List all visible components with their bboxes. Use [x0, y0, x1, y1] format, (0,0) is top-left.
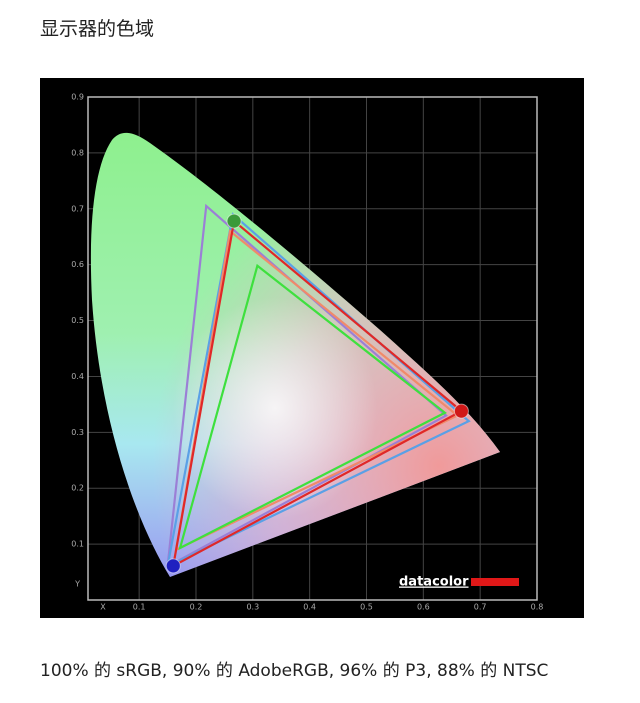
y-tick-label: 0.2	[71, 484, 84, 493]
y-tick-label: 0.3	[71, 428, 84, 437]
x-tick-label: 0.5	[360, 603, 373, 612]
caption: 100% 的 sRGB, 90% 的 AdobeRGB, 96% 的 P3, 8…	[40, 661, 549, 681]
y-axis-label: Y	[74, 580, 80, 589]
spectral-locus	[90, 132, 500, 578]
x-tick-label: 0.6	[417, 603, 430, 612]
x-tick-label: 0.8	[531, 603, 544, 612]
x-tick-label: 0.4	[303, 603, 316, 612]
gamut-triangle	[178, 263, 447, 551]
x-tick-label: 0.1	[133, 603, 146, 612]
x-tick-label: 0.2	[190, 603, 203, 612]
primary-point	[165, 558, 181, 574]
plot-frame	[87, 96, 538, 601]
x-tick-label: 0.3	[246, 603, 259, 612]
x-tick-label: 0.7	[474, 603, 487, 612]
primary-point	[226, 213, 242, 229]
gamut-triangle	[171, 219, 464, 568]
primary-point	[453, 403, 469, 419]
y-tick-label: 0.5	[71, 316, 84, 325]
y-tick-label: 0.1	[71, 540, 84, 549]
y-tick-label: 0.6	[71, 260, 84, 269]
logo: datacolor	[399, 575, 469, 590]
y-tick-label: 0.4	[71, 372, 84, 381]
y-tick-label: 0.8	[71, 148, 84, 157]
x-axis-label: X	[100, 603, 106, 612]
logo-bar	[471, 578, 519, 586]
y-tick-label: 0.9	[71, 93, 84, 102]
title: 显示器的色域	[40, 18, 155, 40]
y-tick-label: 0.7	[71, 204, 84, 213]
gamut-triangle	[166, 203, 448, 569]
